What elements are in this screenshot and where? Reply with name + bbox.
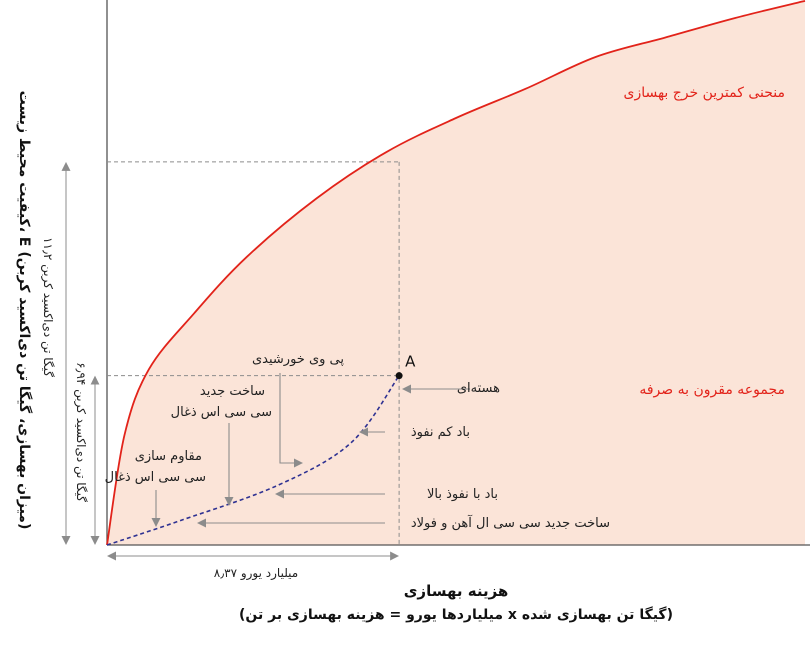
x-axis-title: هزینه بهسازی [404,582,509,600]
region-label: مجموعه مقرون به صرفه [639,382,785,398]
annotation-retrofit-coal-ccs-line2: سی سی اس ذغال [105,470,206,485]
arrow-solar-pv [279,373,303,468]
annotation-low-wind: باد کم نفوذ [411,425,470,440]
dimension-x-cost-label: ۸٫۳۷ میلیارد یورو [214,566,298,581]
y-axis-title: کیفیت محیط زیست، E (میزان بهسازی، گیگا ت… [16,91,33,530]
frontier-line [106,0,806,546]
dimension-y-total-label: ۱۱٫۲ گیگا تن دی‌اکسید کربن [40,237,55,377]
point-a-marker [395,372,403,380]
frontier-label: منحنی کمترین خرج بهسازی [623,85,785,101]
dimension-y-point-label: ۶٫۹۴ گیگا تن دی‌اکسید کربن [73,362,88,502]
annotation-new-coal-ccs-line1: ساخت جدید [200,384,265,399]
annotation-nuclear: هسته‌ای [457,381,500,396]
point-a-label: A [405,353,416,371]
annotation-steel-ccs: ساخت جدید سی سی ال آهن و فولاد [411,514,610,531]
feasible-set-region [107,0,805,545]
annotation-retrofit-coal-ccs-line1: مقاوم سازی [135,449,202,464]
annotation-high-wind: باد با نفوذ بالا [427,487,498,502]
annotation-solar-pv: پی وی خورشیدی [252,352,344,367]
x-axis-subtitle: (میلیاردها یورو = هزینه بهسازی بر تن x گ… [239,606,673,623]
annotation-new-coal-ccs-line2: سی سی اس ذغال [171,405,272,420]
technology-cost-line [106,375,400,546]
